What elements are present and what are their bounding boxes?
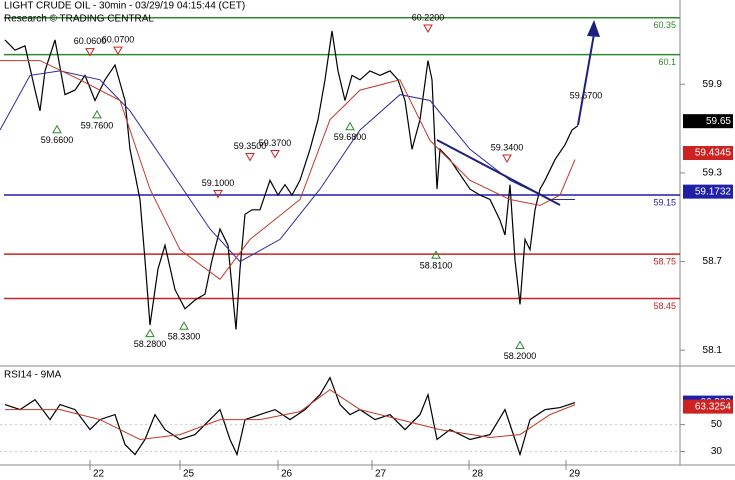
low-marker — [431, 250, 441, 259]
x-tick-label: 25 — [183, 469, 195, 480]
low-marker — [92, 109, 102, 119]
high-marker — [502, 154, 512, 163]
x-tick-label: 28 — [472, 469, 484, 480]
annotation-label: 59.3700 — [259, 138, 292, 148]
y-tick-label: 58.1 — [703, 345, 723, 356]
level-label: 60.1 — [658, 57, 676, 67]
annotation-label: 59.6700 — [570, 91, 603, 101]
annotation-label: 60.0600 — [74, 36, 107, 46]
annotation-label: 59.3400 — [491, 142, 524, 152]
projection-arrow — [577, 33, 595, 126]
rsi-title: RSI14 - 9MA — [4, 370, 62, 381]
high-marker — [245, 153, 255, 162]
low-marker — [179, 321, 189, 330]
arrow-head — [587, 20, 600, 37]
series-line — [5, 389, 576, 441]
annotation-label: 58.8100 — [420, 261, 453, 271]
annotation-label: 60.0700 — [102, 34, 135, 44]
chart-subtitle: Research © TRADING CENTRAL — [4, 14, 154, 25]
y-tick-label: 50 — [711, 419, 723, 430]
y-tick-label: 58.7 — [703, 256, 723, 267]
series-line — [0, 60, 576, 280]
level-label: 58.75 — [653, 257, 676, 267]
annotation-label: 59.3500 — [234, 141, 267, 151]
level-label: 58.45 — [653, 301, 676, 311]
low-marker — [52, 124, 62, 134]
high-marker — [270, 150, 280, 159]
x-tick-label: 26 — [281, 469, 293, 480]
annotation-label: 59.7600 — [81, 120, 114, 130]
level-label: 59.15 — [653, 197, 676, 207]
price-tag-label: 59.1732 — [695, 186, 732, 197]
price-tag — [683, 184, 733, 199]
price-tag-label: 63.3254 — [695, 401, 732, 412]
annotation-label: 59.6600 — [41, 135, 74, 145]
chart-title: LIGHT CRUDE OIL - 30min - 03/29/19 04:15… — [4, 1, 245, 12]
high-marker — [113, 46, 123, 56]
price-tag-label: 59.65 — [706, 116, 731, 127]
x-tick-label: 22 — [93, 469, 105, 480]
y-tick-label: 30 — [711, 446, 723, 457]
high-marker — [423, 24, 433, 33]
annotation-label: 60.2200 — [412, 12, 445, 22]
annotation-label: 58.3300 — [168, 332, 201, 342]
price-tag — [683, 399, 733, 414]
y-tick-label: 59.3 — [703, 168, 723, 179]
low-marker — [515, 340, 525, 349]
price-tag — [683, 114, 733, 129]
low-marker — [145, 328, 155, 338]
high-marker — [213, 189, 223, 199]
annotation-label: 58.2800 — [134, 339, 167, 349]
y-tick-label: 59.9 — [703, 79, 723, 90]
price-tag-label: 59.4345 — [695, 148, 732, 159]
series-line — [0, 70, 575, 263]
x-tick-label: 29 — [569, 469, 581, 480]
annotation-label: 58.2000 — [504, 351, 537, 361]
annotation-label: 59.1000 — [202, 178, 235, 188]
annotation-label: 59.6800 — [334, 132, 367, 142]
series-line — [4, 30, 579, 330]
level-label: 60.35 — [653, 20, 676, 30]
high-marker — [85, 48, 95, 57]
price-tag — [683, 146, 733, 161]
marks: 58.1 58.7 59.3 59.9 60.35 60.1 59.15 58.75 58.45… — [0, 12, 733, 480]
low-marker — [345, 121, 355, 131]
x-tick-label: 27 — [375, 469, 387, 480]
trend-line — [436, 139, 561, 206]
